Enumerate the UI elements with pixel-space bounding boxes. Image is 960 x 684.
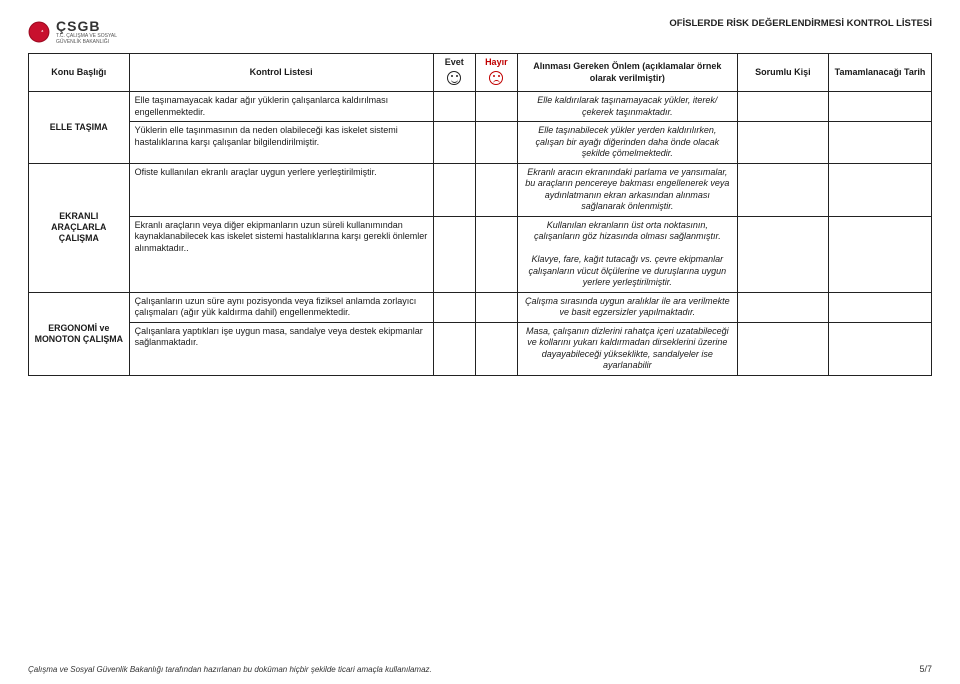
yes-cell[interactable] [433, 122, 475, 164]
smile-icon [447, 71, 461, 85]
page-footer: Çalışma ve Sosyal Güvenlik Bakanlığı tar… [28, 664, 932, 674]
th-yes-label: Evet [439, 57, 470, 69]
yes-cell[interactable] [433, 292, 475, 322]
table-row: Yüklerin elle taşınmasının da neden olab… [29, 122, 932, 164]
action-cell: Elle taşınabilecek yükler yerden kaldırı… [517, 122, 737, 164]
date-cell[interactable] [829, 216, 932, 292]
table-row: Çalışanlara yaptıkları işe uygun masa, s… [29, 322, 932, 375]
topic-cell: ERGONOMİ ve MONOTON ÇALIŞMA [29, 292, 130, 375]
yes-cell[interactable] [433, 322, 475, 375]
resp-cell[interactable] [737, 322, 828, 375]
resp-cell[interactable] [737, 122, 828, 164]
checklist-table: Konu Başlığı Kontrol Listesi Evet Hayır … [28, 53, 932, 376]
footer-disclaimer: Çalışma ve Sosyal Güvenlik Bakanlığı tar… [28, 665, 432, 674]
th-topic: Konu Başlığı [29, 54, 130, 92]
logo-text: ÇSGB T.C. ÇALIŞMA VE SOSYAL GÜVENLİK BAK… [56, 18, 126, 45]
action-cell: Ekranlı aracın ekranındaki parlama ve ya… [517, 163, 737, 216]
logo-subtitle: T.C. ÇALIŞMA VE SOSYAL GÜVENLİK BAKANLIĞ… [56, 34, 126, 45]
no-cell[interactable] [475, 216, 517, 292]
list-cell: Çalışanların uzun süre aynı pozisyonda v… [129, 292, 433, 322]
list-cell: Ekranlı araçların veya diğer ekipmanları… [129, 216, 433, 292]
date-cell[interactable] [829, 122, 932, 164]
action-cell: Kullanılan ekranların üst orta noktasını… [517, 216, 737, 292]
no-cell[interactable] [475, 92, 517, 122]
table-row: EKRANLI ARAÇLARLA ÇALIŞMA Ofiste kullanı… [29, 163, 932, 216]
date-cell[interactable] [829, 292, 932, 322]
resp-cell[interactable] [737, 216, 828, 292]
list-cell: Ofiste kullanılan ekranlı araçlar uygun … [129, 163, 433, 216]
date-cell[interactable] [829, 322, 932, 375]
action-cell: Elle kaldırılarak taşınamayacak yükler, … [517, 92, 737, 122]
th-no-label: Hayır [481, 57, 512, 69]
list-cell: Elle taşınamayacak kadar ağır yüklerin ç… [129, 92, 433, 122]
no-cell[interactable] [475, 163, 517, 216]
yes-cell[interactable] [433, 92, 475, 122]
resp-cell[interactable] [737, 92, 828, 122]
table-row: Ekranlı araçların veya diğer ekipmanları… [29, 216, 932, 292]
logo-block: ÇSGB T.C. ÇALIŞMA VE SOSYAL GÜVENLİK BAK… [28, 18, 126, 45]
th-yes: Evet [433, 54, 475, 92]
resp-cell[interactable] [737, 163, 828, 216]
table-row: ELLE TAŞIMA Elle taşınamayacak kadar ağı… [29, 92, 932, 122]
topic-cell: EKRANLI ARAÇLARLA ÇALIŞMA [29, 163, 130, 292]
date-cell[interactable] [829, 92, 932, 122]
table-row: ERGONOMİ ve MONOTON ÇALIŞMA Çalışanların… [29, 292, 932, 322]
action-cell: Çalışma sırasında uygun aralıklar ile ar… [517, 292, 737, 322]
th-date: Tamamlanacağı Tarih [829, 54, 932, 92]
resp-cell[interactable] [737, 292, 828, 322]
th-no: Hayır [475, 54, 517, 92]
action-cell: Masa, çalışanın dizlerini rahatça içeri … [517, 322, 737, 375]
table-header-row: Konu Başlığı Kontrol Listesi Evet Hayır … [29, 54, 932, 92]
logo-acronym: ÇSGB [56, 18, 126, 34]
th-list: Kontrol Listesi [129, 54, 433, 92]
th-resp: Sorumlu Kişi [737, 54, 828, 92]
page-header: ÇSGB T.C. ÇALIŞMA VE SOSYAL GÜVENLİK BAK… [28, 18, 932, 45]
page-number: 5/7 [919, 664, 932, 674]
topic-cell: ELLE TAŞIMA [29, 92, 130, 164]
yes-cell[interactable] [433, 216, 475, 292]
no-cell[interactable] [475, 292, 517, 322]
ministry-emblem-icon [28, 21, 50, 43]
date-cell[interactable] [829, 163, 932, 216]
list-cell: Yüklerin elle taşınmasının da neden olab… [129, 122, 433, 164]
no-cell[interactable] [475, 322, 517, 375]
sad-icon [489, 71, 503, 85]
list-cell: Çalışanlara yaptıkları işe uygun masa, s… [129, 322, 433, 375]
page: ÇSGB T.C. ÇALIŞMA VE SOSYAL GÜVENLİK BAK… [0, 0, 960, 684]
no-cell[interactable] [475, 122, 517, 164]
document-title: OFİSLERDE RİSK DEĞERLENDİRMESİ KONTROL L… [669, 18, 932, 29]
th-action: Alınması Gereken Önlem (açıklamalar örne… [517, 54, 737, 92]
yes-cell[interactable] [433, 163, 475, 216]
